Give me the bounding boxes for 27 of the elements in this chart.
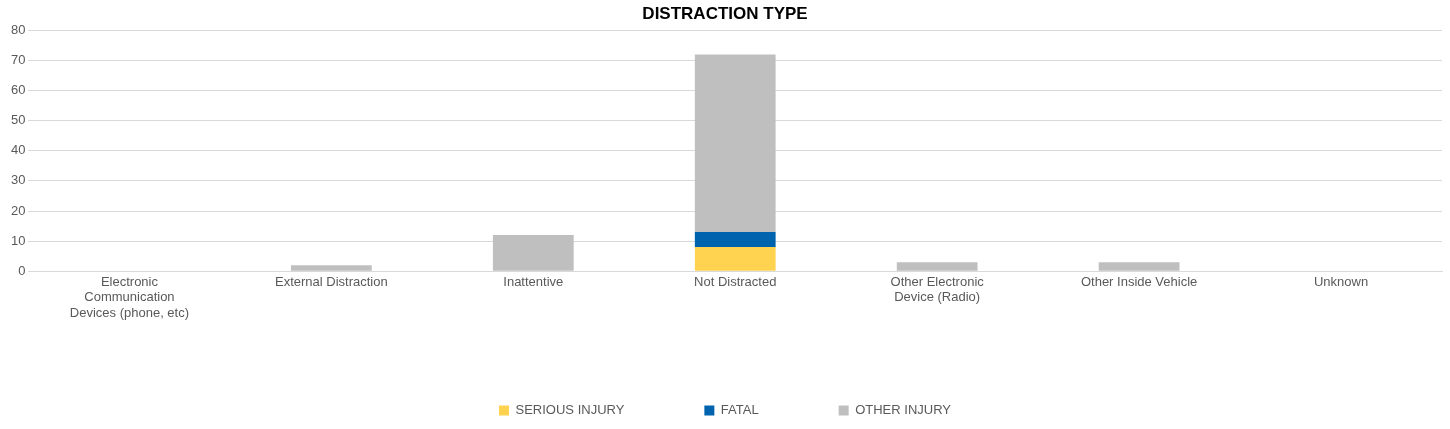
- bar: [694, 232, 776, 248]
- x-tick-label: Not Distracted: [694, 273, 777, 289]
- y-tick-label: 10: [10, 232, 26, 248]
- bar: [694, 54, 776, 233]
- legend-label: OTHER INJURY: [855, 402, 952, 418]
- bar: [1098, 262, 1180, 271]
- legend-label: FATAL: [720, 402, 759, 418]
- y-tick-label: 70: [10, 52, 26, 68]
- y-tick-label: 0: [18, 262, 26, 278]
- y-tick-label: 20: [10, 202, 26, 218]
- x-tick-label: Unknown: [1313, 273, 1369, 289]
- bar: [694, 247, 776, 271]
- bar: [896, 262, 978, 271]
- bar: [492, 235, 574, 271]
- y-tick-label: 50: [10, 112, 26, 128]
- x-tick-label: Other Inside Vehicle: [1080, 273, 1198, 289]
- y-tick-label: 60: [10, 82, 26, 98]
- x-tick-label: Inattentive: [503, 273, 564, 289]
- bar: [290, 265, 372, 271]
- y-tick-label: 80: [10, 21, 26, 37]
- x-tick-label: Electronic Communication Devices (phone, etc): [69, 273, 190, 320]
- x-tick-label: External Distraction: [275, 273, 388, 289]
- legend-label: SERIOUS INJURY: [515, 402, 625, 418]
- y-tick-label: 40: [10, 142, 26, 158]
- x-tick-label: Other Electronic Device (Radio): [890, 273, 985, 305]
- y-tick-label: 30: [10, 172, 26, 188]
- chart-title: DISTRACTION TYPE: [642, 3, 808, 23]
